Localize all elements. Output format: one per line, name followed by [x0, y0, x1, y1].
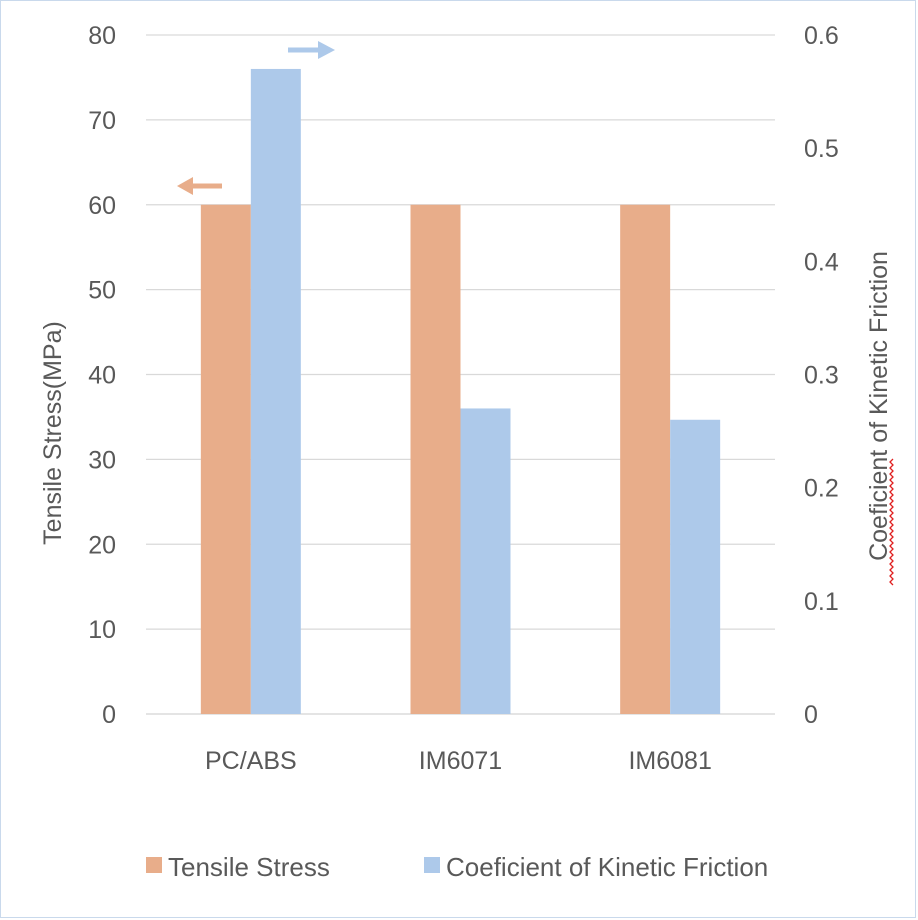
right-tick-label: 0.6: [804, 22, 839, 50]
legend-swatch-friction: [424, 857, 440, 873]
right-axis-arrow: [288, 41, 335, 59]
right-tick-label: 0.1: [804, 588, 839, 616]
category-label: IM6071: [419, 747, 502, 775]
right-tick-label: 0: [804, 701, 818, 729]
right-tick-label: 0.5: [804, 135, 839, 163]
left-axis-arrow: [177, 177, 222, 195]
left-tick-label: 40: [88, 362, 116, 390]
left-tick-label: 30: [88, 446, 116, 474]
left-tick-label: 70: [88, 107, 116, 135]
left-axis-ticks: 0 10 20 30 40 50 60 70 80: [88, 22, 116, 729]
bar-tensile-stress-0: [200, 204, 251, 714]
legend-label-friction: Coeficient of Kinetic Friction: [446, 852, 768, 882]
legend-label-tensile: Tensile Stress: [168, 852, 330, 882]
bar-kinetic-friction-1: [460, 408, 511, 714]
left-tick-label: 20: [88, 531, 116, 559]
category-label: PC/ABS: [205, 747, 297, 775]
category-labels: PC/ABS IM6071 IM6081: [205, 747, 712, 775]
legend-swatch-tensile: [146, 857, 162, 873]
legend: Tensile Stress Coeficient of Kinetic Fri…: [146, 852, 768, 882]
left-tick-label: 0: [102, 701, 116, 729]
bar-kinetic-friction-0: [250, 68, 301, 714]
left-tick-label: 50: [88, 277, 116, 305]
bar-tensile-stress-2: [620, 204, 671, 714]
bar-tensile-stress-1: [410, 204, 461, 714]
left-tick-label: 80: [88, 22, 116, 50]
right-axis-ticks: 0 0.1 0.2 0.3 0.4 0.5 0.6: [804, 22, 839, 729]
right-tick-label: 0.3: [804, 362, 839, 390]
category-label: IM6081: [628, 747, 711, 775]
bars: [200, 68, 721, 714]
right-tick-label: 0.2: [804, 475, 839, 503]
spellcheck-underline: [889, 458, 894, 586]
left-tick-label: 60: [88, 192, 116, 220]
left-tick-label: 10: [88, 616, 116, 644]
right-tick-label: 0.4: [804, 248, 839, 276]
left-axis-title: Tensile Stress(MPa): [39, 321, 67, 545]
right-axis-title: Coeficient of Kinetic Friction: [865, 251, 893, 561]
bar-kinetic-friction-2: [670, 419, 721, 714]
